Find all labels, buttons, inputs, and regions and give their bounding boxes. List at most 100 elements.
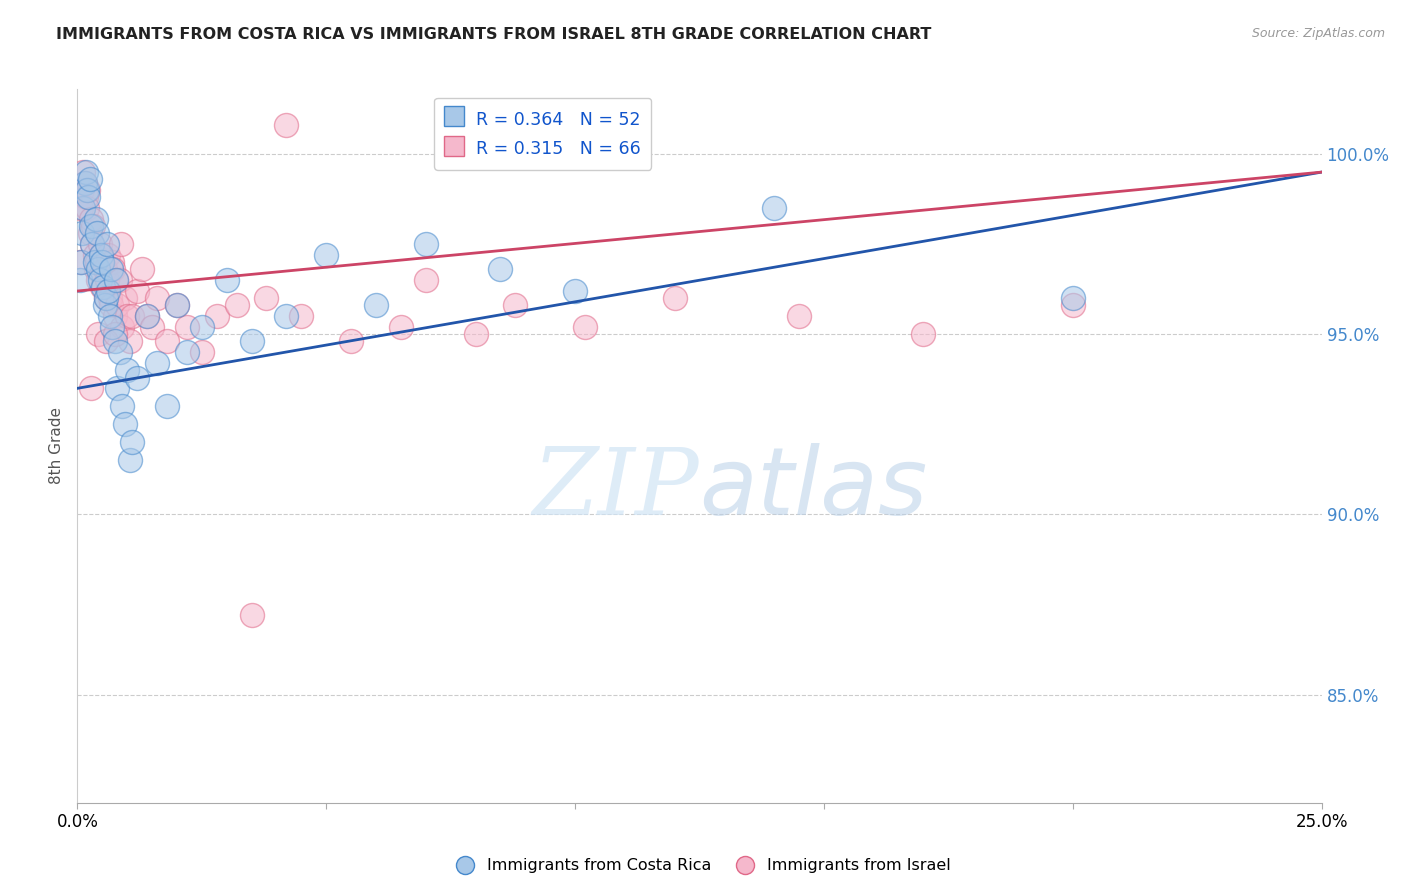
Point: [96, 291, 118, 305]
Point: [100, 298, 122, 312]
Point: [205, 310, 228, 324]
Point: [79, 227, 101, 241]
Point: [101, 255, 124, 269]
Point: [96, 291, 118, 305]
Point: [1062, 291, 1084, 305]
Point: [121, 435, 143, 450]
Point: [100, 262, 122, 277]
Point: [315, 248, 337, 262]
Point: [72, 165, 94, 179]
Point: [73, 176, 96, 190]
Point: [125, 284, 148, 298]
Point: [82, 237, 104, 252]
Point: [564, 284, 586, 298]
Point: [276, 118, 298, 132]
Point: [115, 363, 138, 377]
Point: [787, 310, 810, 324]
Text: ZIP: ZIP: [533, 444, 700, 533]
Point: [79, 172, 101, 186]
Point: [108, 273, 131, 287]
Point: [93, 262, 115, 277]
Point: [290, 310, 312, 324]
Point: [166, 298, 188, 312]
Point: [364, 298, 387, 312]
Point: [166, 298, 188, 312]
Point: [98, 310, 121, 324]
Point: [97, 248, 120, 262]
Point: [111, 320, 134, 334]
Point: [156, 334, 179, 349]
Point: [276, 310, 298, 324]
Point: [664, 291, 686, 305]
Point: [75, 190, 97, 204]
Point: [104, 327, 127, 342]
Point: [72, 227, 94, 241]
Point: [215, 273, 238, 287]
Point: [240, 334, 263, 349]
Point: [108, 345, 131, 359]
Point: [415, 273, 437, 287]
Point: [110, 237, 132, 252]
Point: [82, 237, 104, 252]
Point: [114, 291, 136, 305]
Point: [101, 262, 124, 277]
Point: [77, 183, 100, 197]
Point: [574, 320, 596, 334]
Point: [141, 320, 163, 334]
Point: [105, 381, 128, 395]
Point: [225, 298, 247, 312]
Point: [76, 201, 98, 215]
Point: [73, 176, 96, 190]
Point: [96, 237, 118, 252]
Legend: R = 0.364   N = 52, R = 0.315   N = 66: R = 0.364 N = 52, R = 0.315 N = 66: [434, 98, 651, 169]
Point: [90, 248, 112, 262]
Point: [80, 219, 103, 234]
Point: [505, 298, 527, 312]
Point: [105, 273, 128, 287]
Point: [80, 211, 103, 226]
Point: [191, 320, 214, 334]
Point: [389, 320, 412, 334]
Point: [114, 417, 136, 432]
Point: [1062, 298, 1084, 312]
Point: [191, 345, 214, 359]
Point: [104, 310, 127, 324]
Point: [90, 248, 112, 262]
Text: Source: ZipAtlas.com: Source: ZipAtlas.com: [1251, 27, 1385, 40]
Y-axis label: 8th Grade: 8th Grade: [49, 408, 65, 484]
Point: [101, 320, 124, 334]
Text: IMMIGRANTS FROM COSTA RICA VS IMMIGRANTS FROM ISRAEL 8TH GRADE CORRELATION CHART: IMMIGRANTS FROM COSTA RICA VS IMMIGRANTS…: [56, 27, 932, 42]
Point: [86, 255, 108, 269]
Point: [98, 291, 121, 305]
Point: [121, 310, 143, 324]
Point: [136, 310, 159, 324]
Point: [89, 237, 111, 252]
Point: [91, 280, 114, 294]
Point: [115, 310, 138, 324]
Point: [176, 320, 198, 334]
Point: [83, 248, 105, 262]
Point: [87, 327, 110, 342]
Point: [464, 327, 486, 342]
Point: [763, 201, 786, 215]
Point: [72, 201, 94, 215]
Point: [97, 284, 120, 298]
Point: [125, 370, 148, 384]
Point: [84, 262, 107, 277]
Point: [69, 255, 91, 269]
Point: [87, 262, 110, 277]
Point: [69, 273, 91, 287]
Point: [489, 262, 512, 277]
Text: atlas: atlas: [700, 443, 928, 534]
Point: [118, 334, 141, 349]
Point: [136, 310, 159, 324]
Point: [146, 356, 169, 370]
Point: [70, 255, 93, 269]
Point: [256, 291, 278, 305]
Point: [240, 608, 263, 623]
Point: [83, 255, 105, 269]
Point: [105, 273, 128, 287]
Point: [96, 273, 118, 287]
Legend: Immigrants from Costa Rica, Immigrants from Israel: Immigrants from Costa Rica, Immigrants f…: [449, 852, 957, 880]
Point: [75, 165, 97, 179]
